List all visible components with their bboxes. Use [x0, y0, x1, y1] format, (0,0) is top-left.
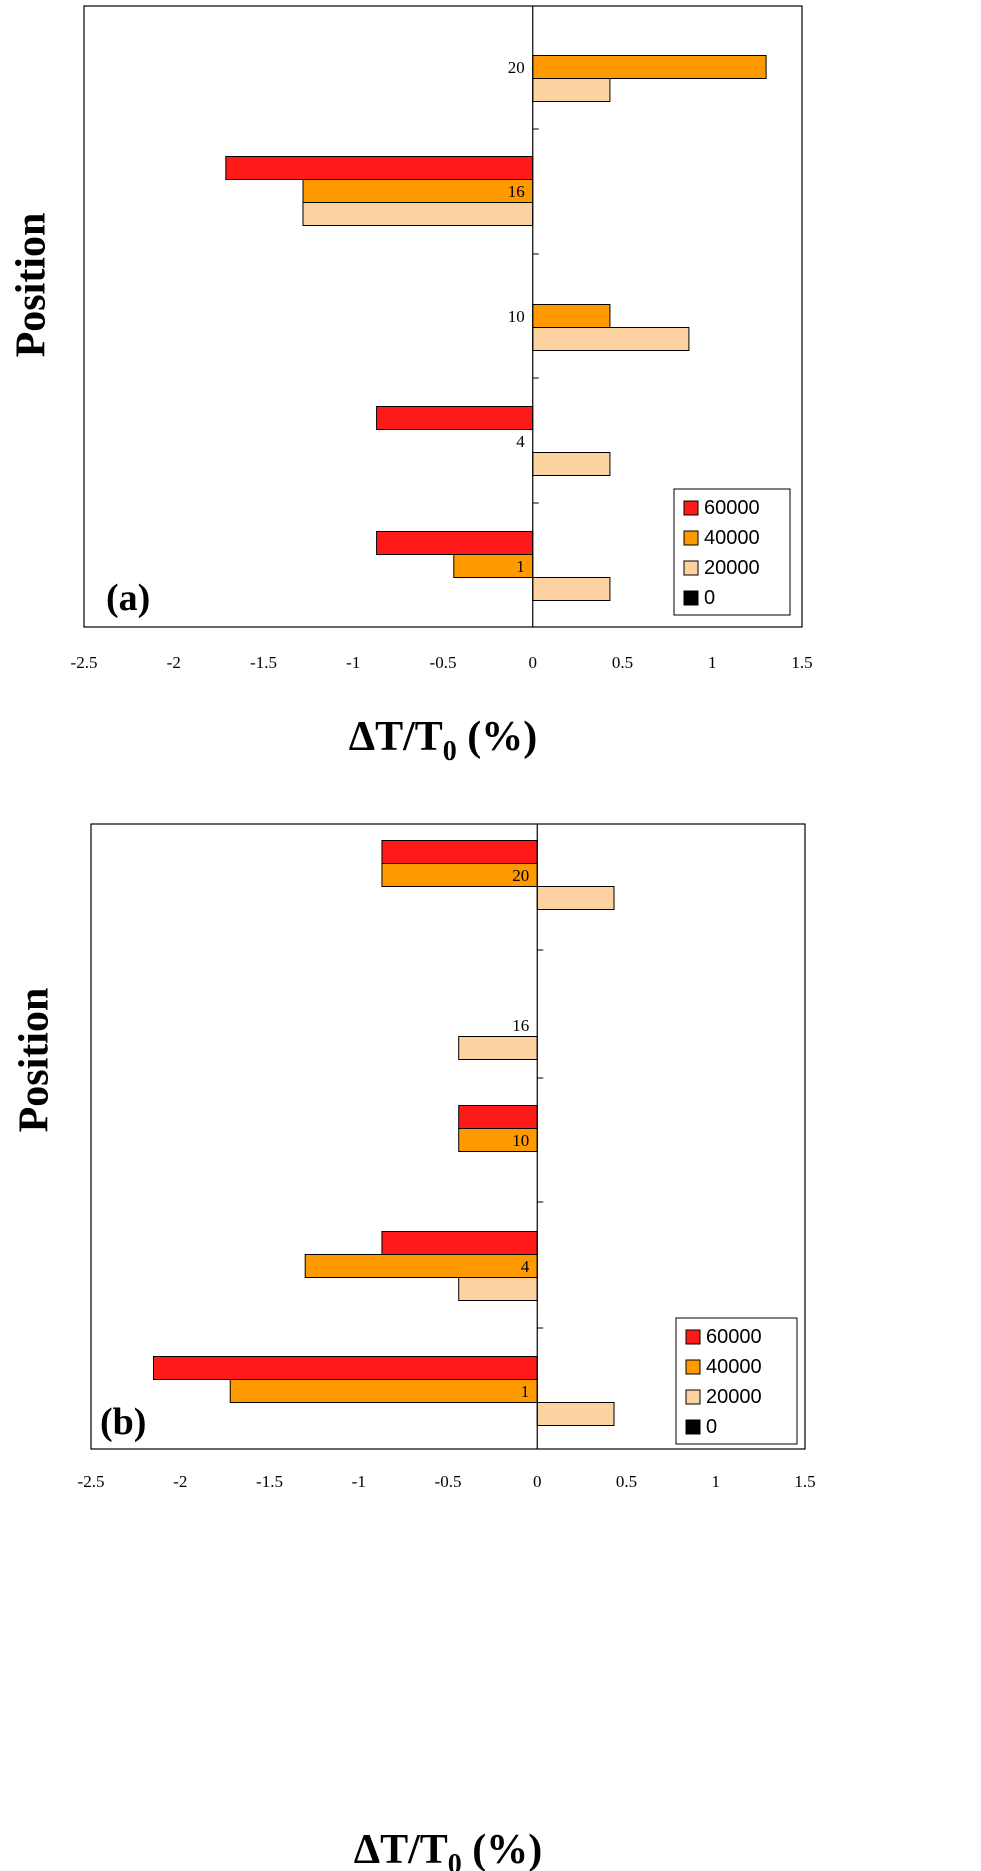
legend: 60000 40000 20000 0: [673, 488, 791, 616]
bar-60000-pos-4: [381, 1231, 538, 1255]
category-label-10: 10: [508, 307, 525, 326]
legend-label-20000: 20000: [704, 557, 760, 579]
y-axis-title: Position: [9, 213, 55, 358]
legend-label-0: 0: [706, 1416, 717, 1438]
panel-label: (b): [100, 1401, 146, 1443]
category-label-4: 4: [521, 1257, 530, 1276]
category-label-1: 1: [516, 557, 525, 576]
x-tick-label: 1.5: [794, 1472, 815, 1491]
x-tick-label: -0.5: [430, 653, 457, 672]
x-tick-label: 0.5: [612, 653, 633, 672]
x-axis-title: ΔT/T0 (%): [354, 1827, 543, 1871]
category-label-16: 16: [512, 1016, 529, 1035]
legend-swatch-0: [685, 1419, 701, 1435]
legend-label-40000: 40000: [706, 1356, 762, 1378]
legend-label-20000: 20000: [706, 1386, 762, 1408]
bar-20000-pos-4: [458, 1277, 538, 1301]
x-tick-label: -2.5: [78, 1472, 105, 1491]
bar-20000-pos-16: [302, 202, 534, 226]
category-label-20: 20: [512, 866, 529, 885]
legend-swatch-60000: [683, 500, 699, 516]
category-label-20: 20: [508, 58, 525, 77]
bar-60000-pos-4: [376, 406, 534, 430]
x-tick-label: -0.5: [435, 1472, 462, 1491]
legend-swatch-40000: [685, 1359, 701, 1375]
bar-60000-pos-10: [458, 1105, 538, 1129]
x-axis-title-subscript: 0: [448, 1849, 462, 1871]
legend-label-40000: 40000: [704, 527, 760, 549]
x-axis-title-suffix: (%): [457, 714, 537, 760]
x-axis-title-main: ΔT/T: [349, 714, 443, 760]
x-axis-title-main: ΔT/T: [354, 1827, 448, 1871]
legend-label-60000: 60000: [704, 497, 760, 519]
category-label-16: 16: [508, 182, 525, 201]
legend-swatch-40000: [683, 530, 699, 546]
x-tick-label: 0: [533, 1472, 542, 1491]
bar-60000-pos-16: [225, 156, 534, 180]
x-axis-title-suffix: (%): [462, 1827, 542, 1871]
bar-20000-pos-4: [532, 452, 611, 476]
category-label-1: 1: [521, 1382, 530, 1401]
x-tick-label: -2: [173, 1472, 187, 1491]
x-tick-label: 0: [529, 653, 538, 672]
bar-60000-pos-20: [381, 840, 538, 864]
bar-40000-pos-4: [304, 1254, 538, 1278]
x-tick-label: 1.5: [791, 653, 812, 672]
panel-label: (a): [106, 577, 150, 619]
x-tick-label: -2: [167, 653, 181, 672]
bar-20000-pos-10: [532, 327, 690, 351]
bar-40000-pos-10: [532, 304, 611, 328]
x-tick-label: 0.5: [616, 1472, 637, 1491]
bar-20000-pos-20: [536, 886, 615, 910]
x-tick-label: 1: [712, 1472, 721, 1491]
legend-swatch-0: [683, 590, 699, 606]
y-axis-title: Position: [12, 988, 58, 1133]
bar-60000-pos-1: [152, 1356, 538, 1380]
legend-swatch-60000: [685, 1329, 701, 1345]
x-axis-title: ΔT/T0 (%): [349, 714, 538, 767]
bar-20000-pos-16: [458, 1036, 538, 1060]
legend-label-0: 0: [704, 587, 715, 609]
bar-40000-pos-20: [532, 55, 767, 79]
x-tick-label: -1.5: [250, 653, 277, 672]
bar-40000-pos-1: [229, 1379, 538, 1403]
x-axis-title-subscript: 0: [443, 736, 457, 767]
x-tick-label: -2.5: [71, 653, 98, 672]
x-tick-label: -1: [352, 1472, 366, 1491]
bar-60000-pos-1: [376, 531, 534, 555]
x-tick-label: -1.5: [256, 1472, 283, 1491]
bar-20000-pos-20: [532, 78, 611, 102]
x-tick-label: 1: [708, 653, 717, 672]
x-tick-label: -1: [346, 653, 360, 672]
legend: 60000 40000 20000 0: [675, 1317, 798, 1445]
bar-20000-pos-1: [532, 577, 611, 601]
legend-swatch-20000: [683, 560, 699, 576]
legend-label-60000: 60000: [706, 1326, 762, 1348]
category-label-4: 4: [516, 432, 525, 451]
bar-40000-pos-16: [302, 179, 534, 203]
category-label-10: 10: [512, 1131, 529, 1150]
bar-20000-pos-1: [536, 1402, 615, 1426]
legend-swatch-20000: [685, 1389, 701, 1405]
